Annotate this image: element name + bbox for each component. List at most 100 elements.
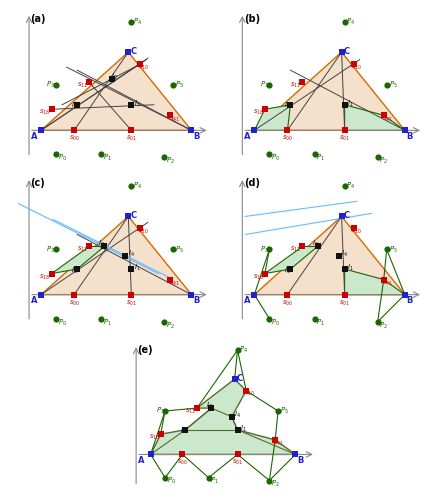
Text: C: C [344,47,350,56]
Text: $I_4$: $I_4$ [341,249,348,259]
Text: (e): (e) [138,345,153,355]
Point [383,246,390,254]
Point [338,48,345,56]
Text: B: B [193,132,199,141]
Text: $P_0$: $P_0$ [271,153,280,164]
Text: $P_1$: $P_1$ [103,153,112,164]
Text: $s_{10}$: $s_{10}$ [138,227,149,236]
Point [261,106,268,114]
Polygon shape [41,52,191,130]
Text: (b): (b) [244,14,260,24]
Text: B: B [406,132,413,141]
Point [122,252,129,260]
Point [380,276,387,283]
Text: $P_1$: $P_1$ [316,318,325,328]
Text: $P_3$: $P_3$ [260,80,268,90]
Point [383,81,390,89]
Text: $P_1$: $P_1$ [210,476,219,486]
Text: C: C [131,211,137,220]
Point [101,242,108,250]
Text: B: B [406,296,413,305]
Point [48,270,55,278]
Point [341,101,348,109]
Text: $P_1$: $P_1$ [103,318,112,328]
Text: A: A [244,132,250,141]
Text: $P_4$: $P_4$ [133,181,142,192]
Point [162,407,169,415]
Point [74,265,81,273]
Point [128,290,135,298]
Point [188,126,195,134]
Point [128,126,135,134]
Text: $P_5$: $P_5$ [389,80,397,90]
Point [38,126,45,134]
Point [374,318,381,326]
Text: $s_{01}$: $s_{01}$ [126,134,137,143]
Text: $P_3$: $P_3$ [47,244,55,254]
Point [38,290,45,298]
Text: $s_{10}$: $s_{10}$ [351,227,362,236]
Text: $P_2$: $P_2$ [271,479,280,489]
Text: $s_{18}$: $s_{18}$ [149,433,160,442]
Point [188,290,195,298]
Point [208,404,215,412]
Point [251,126,258,134]
Text: $s_{11}$: $s_{11}$ [77,80,88,90]
Point [74,101,81,109]
Text: $P_3$: $P_3$ [260,244,268,254]
Text: $P_2$: $P_2$ [166,320,175,330]
Text: $s_{10}$: $s_{10}$ [138,62,149,72]
Point [162,474,169,482]
Point [157,430,164,438]
Text: $P_4$: $P_4$ [133,17,142,27]
Point [335,252,342,260]
Text: $s_{41}$: $s_{41}$ [382,114,393,124]
Text: $P_5$: $P_5$ [389,244,397,254]
Text: $P_5$: $P_5$ [280,406,289,416]
Text: $P_5$: $P_5$ [175,244,184,254]
Text: $P_2$: $P_2$ [379,320,388,330]
Text: $I_4$: $I_4$ [128,249,135,259]
Polygon shape [345,269,405,294]
Point [194,404,201,412]
Point [231,375,238,383]
Polygon shape [41,216,191,294]
Text: C: C [237,374,243,383]
Text: A: A [244,296,250,305]
Text: $P_4$: $P_4$ [239,345,249,355]
Point [287,265,294,273]
Polygon shape [151,379,295,454]
Text: $s_{11}$: $s_{11}$ [185,406,196,416]
Text: $I_0$: $I_0$ [284,101,291,112]
Point [243,386,250,394]
Text: $I_4$: $I_4$ [234,410,241,420]
Point [70,290,78,298]
Point [98,314,105,322]
Point [341,290,348,298]
Point [341,126,348,134]
Point [128,18,135,26]
Point [234,346,241,354]
Text: $s_{00}$: $s_{00}$ [282,134,293,143]
Point [261,270,268,278]
Text: $I_1$: $I_1$ [134,99,140,109]
Text: $s_{10}$: $s_{10}$ [244,390,255,398]
Polygon shape [254,52,405,130]
Point [234,450,241,458]
Text: $I_0$: $I_0$ [71,101,78,112]
Point [314,242,321,250]
Point [128,265,135,273]
Text: $P_1$: $P_1$ [316,153,325,164]
Text: $P_4$: $P_4$ [346,181,355,192]
Point [161,154,168,162]
Polygon shape [345,105,405,130]
Point [266,314,273,322]
Text: $I_3$: $I_3$ [98,239,105,250]
Point [292,450,299,458]
Point [266,81,273,89]
Point [311,314,318,322]
Text: $I_0$: $I_0$ [284,266,291,276]
Point [147,450,154,458]
Text: $s_{00}$: $s_{00}$ [282,298,293,308]
Polygon shape [254,105,291,130]
